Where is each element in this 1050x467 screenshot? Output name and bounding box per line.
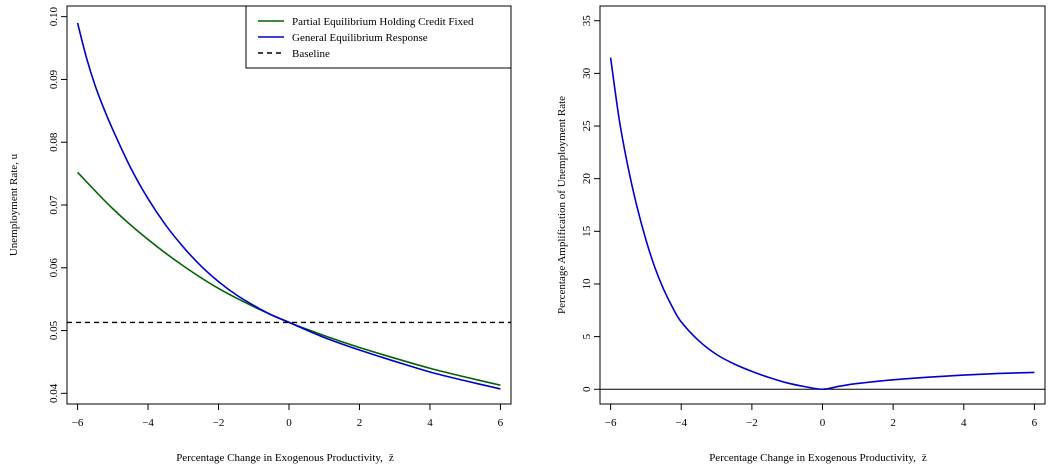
left-x-tick-label: 0 [286,417,292,429]
left-series-line-0 [76,171,501,386]
right-x-axis-label-text: Percentage Change in Exogenous Productiv… [709,452,916,464]
left-x-tick-label: −2 [213,417,225,429]
left-x-axis-label-text: Percentage Change in Exogenous Productiv… [176,452,383,464]
left-chart: −6 −4 −2 0 2 4 6 0.040.050.060.070.080.090.10 … [8,5,512,464]
right-y-tick-label: 25 [581,120,593,131]
right-y-tick-label: 15 [581,225,593,237]
right-y-axis-label: Percentage Amplification of Unemployment… [556,96,568,314]
left-x-tick-label: 6 [498,417,504,429]
legend: Partial Equilibrium Holding Credit Fixed… [245,5,512,69]
legend-label-baseline: Baseline [292,48,330,60]
right-x-tick-label: 4 [961,417,967,429]
right-y-tick-label: 30 [581,67,593,79]
left-y-tick-label: 0.05 [48,320,60,340]
left-x-axis-label: Percentage Change in Exogenous Productiv… [176,452,394,464]
left-x-tick-label: 4 [427,417,433,429]
right-y-tick-label: 0 [581,386,593,392]
right-x-axis-label: Percentage Change in Exogenous Productiv… [709,452,927,464]
left-series-line-1 [76,22,501,390]
right-y-tick-label: 35 [581,15,593,27]
right-x-tick-label: −6 [605,417,617,429]
right-x-tick-label: −2 [746,417,758,429]
legend-box [245,5,512,69]
right-x-axis-label-symbol: z̄ [922,452,927,464]
left-y-tick-label: 0.09 [48,69,60,89]
right-y-tick-label: 5 [581,333,593,339]
left-y-axis-label: Unemployment Rate, u [8,153,20,256]
right-x-tick-label: 0 [820,417,826,429]
right-y-tick-label: 10 [581,278,593,290]
right-chart: −6 −4 −2 0 2 4 6 0 5 10 15 20 25 30 35 Percentage Amp… [556,5,1046,464]
left-y-tick-label: 0.06 [48,258,60,278]
left-x-tick-label: −4 [142,417,154,429]
right-x-tick-label: −4 [675,417,687,429]
left-y-tick-label: 0.04 [48,383,60,403]
left-y-tick-label: 0.10 [48,7,60,27]
left-x-axis-label-symbol: z̄ [389,452,394,464]
left-x-tick-label: −6 [72,417,84,429]
right-x-tick-label: 2 [890,417,896,429]
left-y-tick-label: 0.08 [48,132,60,152]
left-x-tick-label: 2 [357,417,363,429]
right-plot-frame [599,5,1046,405]
legend-label-partial: Partial Equilibrium Holding Credit Fixed [292,16,474,28]
right-series-line-0 [609,57,1035,391]
right-y-tick-label: 20 [581,173,593,185]
left-y-tick-label: 0.07 [48,195,60,215]
right-x-tick-label: 6 [1032,417,1038,429]
legend-label-general: General Equilibrium Response [292,32,428,44]
